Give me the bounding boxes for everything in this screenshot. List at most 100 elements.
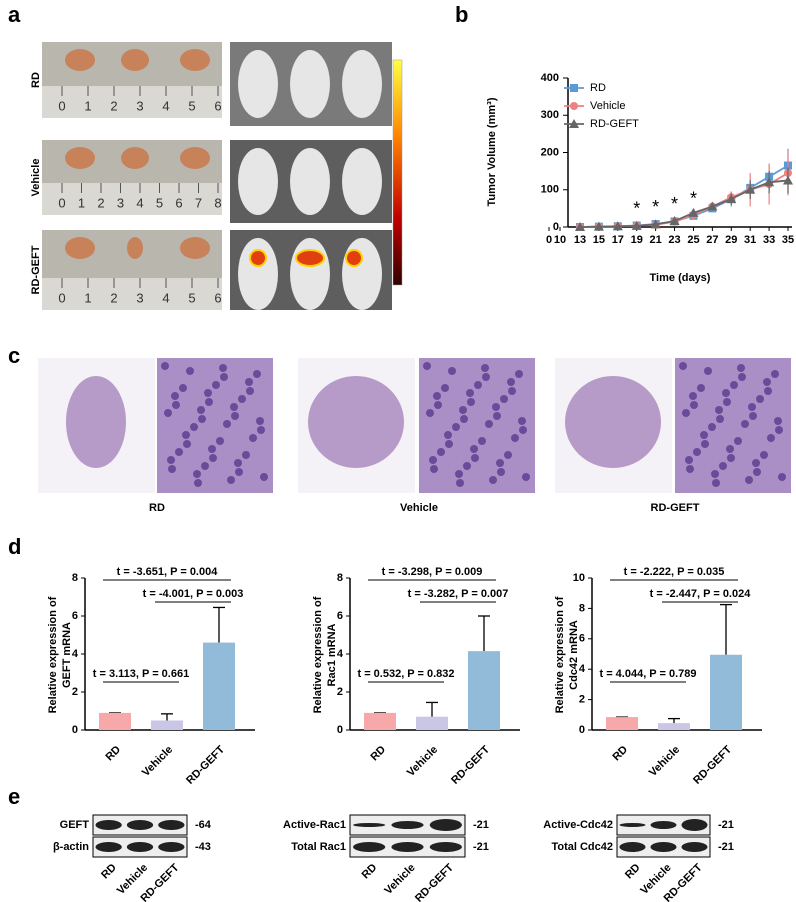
nucleus [161, 362, 169, 370]
ruler [42, 183, 222, 215]
bar [658, 723, 690, 730]
nucleus [227, 476, 235, 484]
nucleus [448, 367, 456, 375]
bar [606, 717, 638, 730]
marker [726, 194, 737, 204]
marker [707, 201, 718, 211]
x-tick-label: 15 [593, 234, 605, 246]
x-tick-label: 19 [631, 234, 643, 246]
legend-label: RD-GEFT [590, 118, 639, 130]
marker [570, 84, 578, 92]
tumor [65, 237, 95, 259]
nucleus [701, 440, 709, 448]
comparison-label: t = -4.001, P = 0.003 [143, 588, 244, 600]
y-tick-label: 0 [553, 221, 559, 233]
nucleus [727, 454, 735, 462]
nucleus [253, 370, 261, 378]
x-tick-label: RD-GEFT [449, 743, 492, 786]
nucleus [738, 373, 746, 381]
size-marker: -64 [195, 819, 212, 831]
x-tick-label: RD [368, 744, 388, 764]
tissue [565, 376, 661, 468]
significance-mark: * [671, 194, 678, 214]
ruler-number: 3 [117, 195, 124, 210]
nucleus [437, 448, 445, 456]
blot-label: GEFT [60, 819, 90, 831]
nucleus [515, 370, 523, 378]
y-tick-label: 200 [541, 146, 559, 158]
band [158, 820, 185, 830]
marker [669, 216, 680, 226]
y-tick-label: 400 [541, 72, 559, 84]
size-marker: -21 [473, 841, 489, 853]
x-tick-label: 27 [706, 234, 718, 246]
nucleus [430, 465, 438, 473]
ruler-number: 1 [84, 98, 91, 113]
blot-label: Active-Cdc42 [543, 819, 613, 831]
nucleus [726, 445, 734, 453]
y-tick-label: 6 [337, 610, 343, 622]
tumor [180, 237, 210, 259]
lane-label: RD [360, 862, 380, 882]
nucleus [711, 470, 719, 478]
nucleus [197, 406, 205, 414]
ruler-number: 2 [110, 290, 117, 305]
nucleus [429, 456, 437, 464]
x-tick-label: 17 [612, 234, 624, 246]
y-tick-label: 8 [337, 572, 343, 584]
nucleus [223, 420, 231, 428]
y-tick-label: 6 [72, 610, 78, 622]
nucleus [209, 454, 217, 462]
nucleus [204, 389, 212, 397]
nucleus [194, 479, 202, 487]
nucleus [256, 417, 264, 425]
mouse [238, 148, 278, 215]
band [650, 821, 677, 829]
nucleus [507, 378, 515, 386]
ruler-number: 3 [136, 290, 143, 305]
nucleus [456, 479, 464, 487]
row-label: Vehicle [30, 159, 42, 197]
size-marker: -21 [473, 819, 489, 831]
marker [783, 175, 793, 185]
ruler-number: 8 [214, 195, 221, 210]
x-tick-label: RD-GEFT [691, 743, 734, 786]
mouse [290, 50, 330, 118]
x-tick-label: 21 [650, 234, 662, 246]
band [681, 819, 708, 831]
x-tick-label: RD-GEFT [184, 743, 227, 786]
x-tick-label: Vehicle [647, 744, 682, 779]
tumor [127, 237, 143, 259]
row-label: RD-GEFT [30, 245, 42, 294]
mouse [342, 50, 382, 118]
nucleus [493, 412, 501, 420]
nucleus [171, 392, 179, 400]
x-tick-label: 0 [546, 234, 552, 246]
comparison-label: t = -2.222, P = 0.035 [624, 566, 725, 578]
band [353, 842, 386, 852]
nucleus [708, 423, 716, 431]
nucleus [500, 395, 508, 403]
nucleus [164, 409, 172, 417]
mouse [238, 238, 278, 310]
nucleus [682, 409, 690, 417]
nucleus [752, 459, 760, 467]
band [429, 842, 462, 852]
legend-label: Vehicle [590, 100, 625, 112]
nucleus [193, 470, 201, 478]
tissue [66, 376, 126, 468]
marker [575, 222, 585, 231]
nucleus [235, 468, 243, 476]
blot-label: Total Rac1 [291, 841, 346, 853]
nucleus [463, 462, 471, 470]
nucleus [712, 479, 720, 487]
mouse [290, 238, 330, 310]
nucleus [497, 468, 505, 476]
y-tick-label: 8 [72, 572, 78, 584]
panel-label: b [455, 2, 468, 27]
x-tick-label: 33 [763, 234, 775, 246]
nucleus [748, 403, 756, 411]
series-line [579, 172, 789, 228]
y-tick-label: 4 [337, 648, 344, 660]
